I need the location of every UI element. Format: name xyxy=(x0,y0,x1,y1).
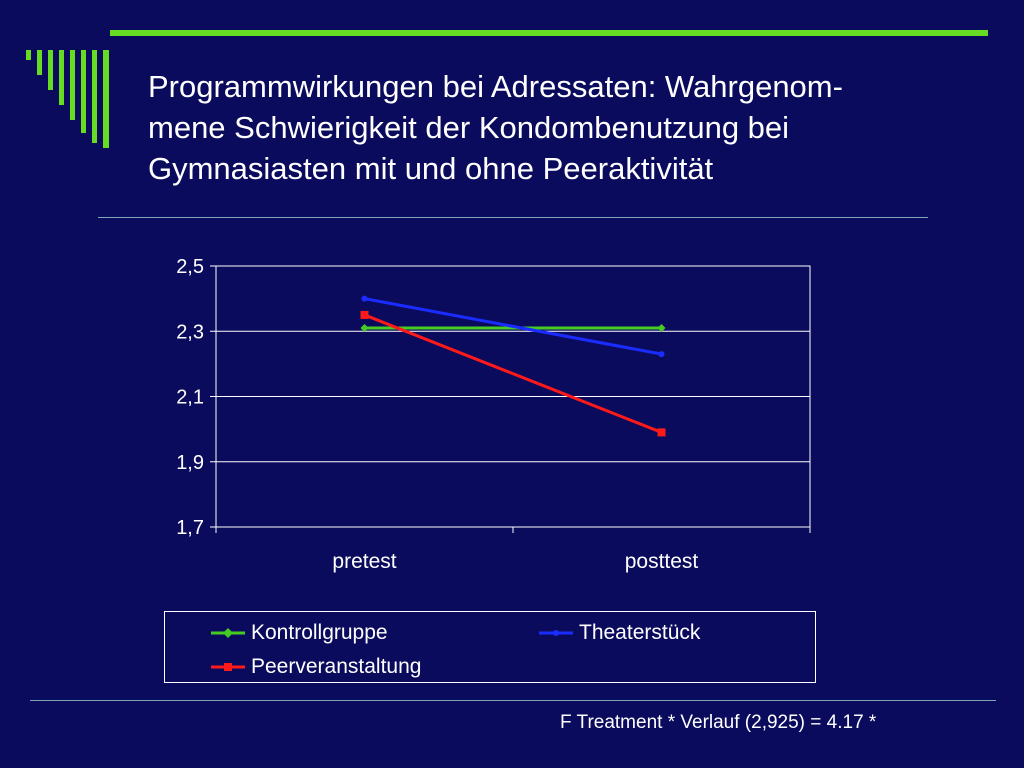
accent-stripe xyxy=(26,50,31,60)
accent-stripe xyxy=(103,50,109,148)
accent-stripe xyxy=(37,50,42,75)
series-line xyxy=(364,297,662,356)
legend-item-peerveranstaltung: Peerveranstaltung xyxy=(211,654,421,680)
legend-item-theaterstueck: Theaterstück xyxy=(539,620,700,646)
line-chart: 1,7 1,9 2,1 2,3 2,5 pretest posttest xyxy=(176,256,811,573)
data-point-dot xyxy=(361,295,368,302)
chart-legend: Kontrollgruppe Theaterstück Peerveransta… xyxy=(164,611,816,683)
legend-swatch-square-icon xyxy=(211,663,245,671)
statistics-footnote: F Treatment * Verlauf (2,925) = 4.17 * xyxy=(560,712,877,733)
x-tick-label: pretest xyxy=(332,550,396,573)
legend-label: Peerveranstaltung xyxy=(251,655,422,678)
accent-stripe xyxy=(48,50,53,90)
series-line xyxy=(363,313,663,434)
accent-stripe xyxy=(92,50,97,143)
data-point-diamond xyxy=(360,323,369,332)
legend-swatch-diamond-icon xyxy=(211,628,245,638)
accent-stripe xyxy=(81,50,86,133)
y-tick-label: 1,9 xyxy=(176,452,204,474)
accent-stripe xyxy=(59,50,64,105)
slide-title: Programmwirkungen bei Adressaten: Wahrge… xyxy=(148,69,843,186)
accent-stripe xyxy=(70,50,75,120)
data-point-dot xyxy=(658,351,665,358)
footer-divider xyxy=(30,700,996,701)
legend-swatch-dot-icon xyxy=(539,630,573,636)
legend-label: Theaterstück xyxy=(579,621,701,644)
data-point-diamond xyxy=(657,323,666,332)
y-tick-label: 2,1 xyxy=(176,387,204,409)
y-tick-label: 2,3 xyxy=(176,321,204,343)
legend-item-kontrollgruppe: Kontrollgruppe xyxy=(211,620,388,646)
data-point-square xyxy=(657,428,666,437)
data-point-square xyxy=(360,310,369,319)
title-divider xyxy=(98,217,928,218)
y-tick-label: 2,5 xyxy=(176,256,204,278)
y-tick-label: 1,7 xyxy=(176,517,204,539)
top-accent-bar xyxy=(110,30,988,36)
legend-label: Kontrollgruppe xyxy=(251,621,388,644)
slide-decoration xyxy=(26,30,988,148)
x-tick-label: posttest xyxy=(625,550,699,573)
